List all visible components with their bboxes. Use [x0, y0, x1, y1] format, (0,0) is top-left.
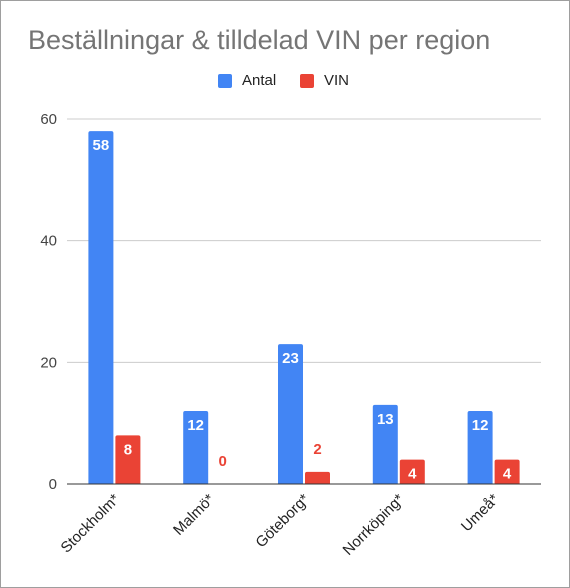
y-tick-label: 40 — [40, 233, 57, 250]
bar-vin — [115, 435, 141, 484]
legend-swatch-vin — [300, 73, 314, 88]
legend-swatch-antal — [218, 73, 232, 88]
legend: Antal VIN — [1, 72, 569, 96]
legend-item-antal: Antal — [218, 72, 276, 89]
y-tick-label: 0 — [49, 476, 57, 493]
legend-label-antal: Antal — [242, 72, 277, 89]
data-label-vin: 8 — [124, 441, 132, 458]
data-label-antal: 12 — [472, 417, 489, 434]
x-tick-label: Umeå* — [458, 491, 503, 536]
x-tick-label: Malmö* — [170, 491, 218, 539]
x-tick-label: Stockholm* — [58, 491, 124, 557]
y-tick-label: 20 — [40, 354, 57, 371]
data-label-vin: 0 — [219, 453, 227, 470]
chart-title: Beställningar & tilldelad VIN per region — [28, 25, 491, 55]
data-label-vin: 4 — [408, 466, 417, 483]
data-label-antal: 12 — [187, 417, 204, 434]
x-tick-label: Göteborg* — [252, 491, 312, 551]
data-label-vin: 4 — [503, 466, 512, 483]
data-label-vin: 2 — [313, 441, 321, 458]
bar-antal — [88, 131, 114, 484]
bar-antal — [278, 344, 303, 484]
data-label-antal: 13 — [377, 411, 394, 428]
x-tick-label: Norrköping* — [340, 491, 408, 559]
bar-antal — [183, 411, 209, 484]
bar-vin — [305, 471, 330, 484]
bar-antal — [372, 404, 398, 484]
data-label-antal: 58 — [93, 137, 110, 154]
data-label-antal: 23 — [282, 350, 299, 367]
legend-label-vin: VIN — [324, 72, 350, 89]
bar-vin — [399, 459, 425, 484]
bar-antal — [467, 411, 493, 484]
legend-item-vin: VIN — [300, 72, 349, 89]
bar-vin — [494, 459, 520, 484]
y-tick-label: 60 — [40, 111, 57, 128]
